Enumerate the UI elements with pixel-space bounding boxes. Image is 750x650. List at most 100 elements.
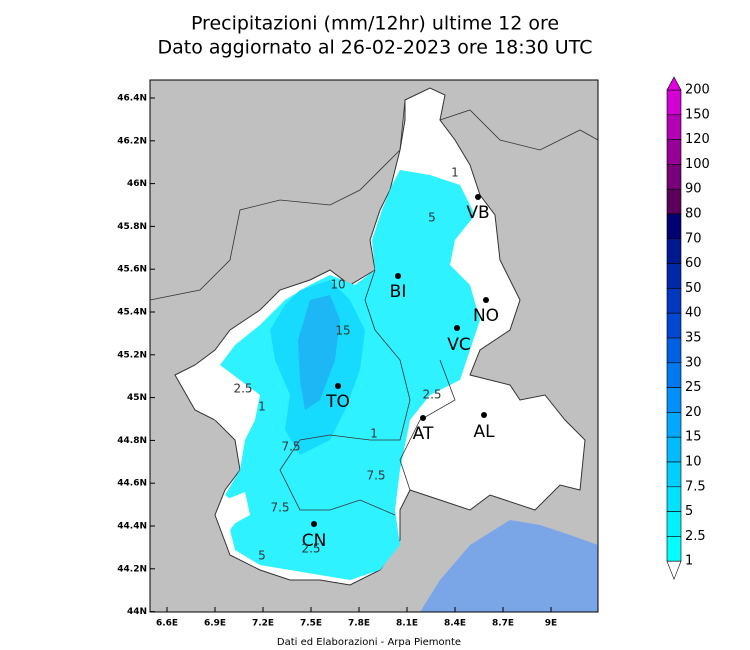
title-line: Dato aggiornato al 26-02-2023 ore 18:30 … xyxy=(158,37,593,59)
colorbar-label: 15 xyxy=(685,430,702,445)
city-label: AL xyxy=(473,422,495,442)
colorbar-label: 2.5 xyxy=(685,529,706,544)
colorbar-segment xyxy=(666,461,682,488)
colorbar-label: 80 xyxy=(685,207,702,222)
lat-label: 46.4N xyxy=(117,94,147,104)
lon-label: 8.7E xyxy=(492,619,514,629)
colorbar-segment xyxy=(666,362,682,388)
colorbar-segment xyxy=(666,337,682,364)
colorbar-label: 120 xyxy=(685,132,710,147)
colorbar-segment xyxy=(666,536,682,562)
colorbar-segment xyxy=(666,89,682,116)
colorbar-label: 60 xyxy=(685,256,702,271)
contour-label: 15 xyxy=(335,324,350,338)
city-dot xyxy=(454,325,460,331)
colorbar-segment xyxy=(666,238,682,264)
city-dot xyxy=(475,194,481,200)
province-border xyxy=(399,359,456,491)
colorbar-segment xyxy=(666,288,682,314)
lon-label: 6.6E xyxy=(156,619,178,629)
map xyxy=(149,79,599,613)
colorbar-segment xyxy=(666,114,682,140)
contour-label: 2.5 xyxy=(422,388,441,402)
colorbar-label: 150 xyxy=(685,107,710,122)
colorbar-label: 70 xyxy=(685,231,702,246)
contour-label: 5 xyxy=(258,549,266,563)
colorbar-label: 5 xyxy=(685,504,693,519)
lat-label: 45.8N xyxy=(117,222,147,232)
contour-label: 1 xyxy=(451,166,459,180)
lat-label: 45N xyxy=(127,393,147,403)
country-border xyxy=(439,109,599,151)
colorbar-label: 7.5 xyxy=(685,479,706,494)
city-label: TO xyxy=(325,392,350,412)
city-label: AT xyxy=(413,424,434,444)
footer: Dati ed Elaborazioni - Arpa Piemonte xyxy=(277,637,461,648)
colorbar-label: 90 xyxy=(685,182,702,197)
cities: VB BI NO VC TO AT AL CN xyxy=(302,194,499,551)
lon-label: 9E xyxy=(545,619,557,629)
lat-label: 44N xyxy=(127,607,147,617)
colorbar-segment xyxy=(666,213,682,240)
contour-label: 5 xyxy=(428,211,436,225)
city-label: NO xyxy=(473,306,499,326)
colorbar-label: 40 xyxy=(685,306,702,321)
lon-label: 7.8E xyxy=(348,619,370,629)
colorbar-segment xyxy=(666,164,682,190)
contour-label: 7.5 xyxy=(281,440,300,454)
city-label: CN xyxy=(302,531,327,551)
city-dot xyxy=(395,273,401,279)
colorbar-segment xyxy=(666,412,682,438)
lat-label: 44.2N xyxy=(117,564,147,574)
colorbar-segment xyxy=(666,263,682,289)
country-border xyxy=(149,99,406,301)
colorbar-segment xyxy=(666,139,682,165)
contour-label: 1 xyxy=(258,400,266,414)
colorbar-segment xyxy=(666,387,682,413)
dry-area xyxy=(195,372,245,425)
colorbar-label: 200 xyxy=(685,83,710,98)
lon-label: 7.2E xyxy=(252,619,274,629)
colorbar-segment xyxy=(666,511,682,537)
contour-label: 2.5 xyxy=(233,382,252,396)
sea xyxy=(420,520,598,612)
colorbar-label: 1 xyxy=(685,554,693,569)
lat-label: 44.6N xyxy=(117,479,147,489)
lon-label: 6.9E xyxy=(204,619,226,629)
lat-label: 46N xyxy=(127,179,147,189)
contour-label: 7.5 xyxy=(270,501,289,515)
city-label: BI xyxy=(390,282,407,302)
city-dot xyxy=(420,415,426,421)
province-border xyxy=(279,269,411,516)
colorbar-segment xyxy=(666,312,682,339)
contour-label: 1 xyxy=(370,427,378,441)
lat-label: 46.2N xyxy=(117,136,147,146)
city-dot xyxy=(483,297,489,303)
colorbar-label: 25 xyxy=(685,380,702,395)
lat-label: 45.4N xyxy=(117,308,147,318)
colorbar-top xyxy=(666,76,682,91)
lon-label: 7.5E xyxy=(300,619,322,629)
city-label: VB xyxy=(466,203,489,223)
colorbar-label: 30 xyxy=(685,355,702,370)
city-dot xyxy=(481,412,487,418)
lat-label: 44.4N xyxy=(117,522,147,532)
lon-label: 8.4E xyxy=(444,619,466,629)
colorbar-bottom xyxy=(666,560,682,581)
contour-label: 2.5 xyxy=(301,542,320,556)
precip-area xyxy=(298,295,340,410)
contour-label: 10 xyxy=(330,278,345,292)
contour-labels: 1 5 10 15 2.5 1 2.5 7.5 1 7.5 7.5 5 2.5 xyxy=(233,166,458,563)
lat-label: 44.8N xyxy=(117,436,147,446)
city-dot xyxy=(335,383,341,389)
city-label: VC xyxy=(447,335,471,355)
colorbar-label: 50 xyxy=(685,281,702,296)
colorbar-label: 20 xyxy=(685,405,702,420)
colorbar-label: 100 xyxy=(685,157,710,172)
colorbar-segment xyxy=(666,486,682,512)
lon-label: 8.1E xyxy=(396,619,418,629)
lat-label: 45.6N xyxy=(117,265,147,275)
contour-label: 7.5 xyxy=(366,469,385,483)
colorbar-segment xyxy=(666,436,682,463)
